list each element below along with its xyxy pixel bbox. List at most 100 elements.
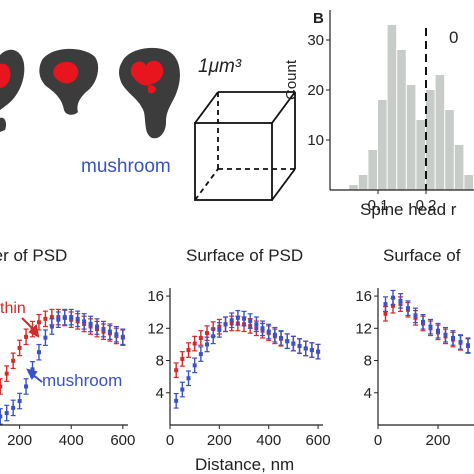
mushroom-point	[82, 319, 87, 324]
mushroom-point	[260, 326, 265, 331]
histogram-bar	[464, 175, 473, 190]
mushroom-point	[406, 306, 410, 311]
histogram-bar	[397, 50, 406, 190]
x-tick-label: 600	[110, 432, 135, 449]
mushroom-point	[309, 348, 314, 353]
histogram-chart: 10 20 30 0.1 0.2	[307, 10, 474, 214]
mushroom-point	[242, 316, 247, 321]
thin-point	[17, 345, 22, 350]
mushroom-point	[428, 324, 433, 329]
histogram-y-label: Count	[283, 59, 300, 100]
y-tick-label: 8	[364, 353, 372, 370]
center-psd-plot: 200 400 600	[0, 308, 135, 449]
histogram-bar	[368, 150, 377, 190]
histogram-bar	[358, 175, 368, 190]
mushroom-point	[198, 352, 203, 357]
mushroom-point	[186, 376, 191, 381]
plot-title-surface-3: Surface of	[383, 246, 461, 265]
thin-point	[391, 303, 395, 308]
histogram-y-tick-label: 20	[307, 82, 324, 99]
mushroom-point	[49, 324, 54, 329]
mushroom-point	[56, 317, 61, 322]
histogram-bar	[454, 145, 464, 190]
thin-point	[180, 356, 185, 361]
histogram-x-label: Spine head r	[360, 200, 457, 219]
mushroom-point	[62, 315, 67, 320]
histogram-bar	[406, 85, 416, 190]
spine-shape-2	[39, 48, 99, 115]
y-tick-label: 4	[364, 385, 372, 402]
thin-point	[383, 311, 388, 316]
histogram-x-tick-label: 0.1	[368, 197, 389, 214]
mushroom-point	[421, 319, 425, 324]
thin-point	[192, 341, 197, 346]
plot-title-center-psd: enter of PSD	[0, 246, 68, 265]
mushroom-point	[272, 332, 277, 337]
mushroom-point	[436, 328, 440, 333]
mushroom-point	[114, 332, 119, 337]
spine-shape-3	[119, 47, 180, 139]
mushroom-point	[229, 318, 234, 323]
mushroom-point	[235, 315, 240, 320]
thin-point	[186, 348, 191, 353]
mushroom-point	[223, 322, 228, 327]
mushroom-point	[279, 335, 284, 340]
y-tick-label: 12	[147, 320, 164, 337]
x-tick-label: 200	[7, 432, 32, 449]
histogram-bar	[416, 120, 425, 190]
plot-title-surface-psd: Surface of PSD	[186, 246, 304, 265]
mushroom-point	[95, 324, 100, 329]
mushroom-point	[266, 329, 271, 334]
histogram-bar	[435, 75, 445, 190]
y-tick-label: 16	[355, 288, 372, 305]
histogram-bar	[387, 25, 397, 190]
mushroom-point	[192, 363, 197, 368]
mushroom-point	[0, 414, 3, 419]
mushroom-point	[297, 344, 302, 349]
thin-point	[4, 371, 9, 376]
thin-point	[24, 334, 29, 339]
thin-point	[205, 331, 210, 336]
mushroom-point	[383, 302, 388, 307]
y-tick-label: 16	[147, 288, 164, 305]
mushroom-point	[248, 319, 253, 324]
mushroom-point	[17, 399, 22, 404]
histogram-bar	[445, 110, 454, 190]
thin-arrow-icon	[21, 317, 40, 338]
mushroom-point	[180, 387, 185, 392]
histogram-threshold-text: 0	[449, 28, 459, 47]
histogram-bar	[426, 90, 435, 190]
mushroom-point	[466, 343, 470, 348]
mushroom-point	[254, 322, 259, 327]
mushroom-point	[30, 367, 35, 372]
mushroom-arrow-icon	[26, 368, 43, 383]
mushroom-point	[443, 332, 448, 337]
y-tick-label: 12	[355, 320, 372, 337]
mushroom-point	[69, 315, 74, 320]
x-tick-label: 200	[207, 432, 232, 449]
y-tick-label: 8	[156, 353, 164, 370]
mushroom-point	[451, 335, 455, 340]
panel-label: B	[313, 10, 324, 27]
mushroom-point	[36, 350, 41, 355]
thin-point	[11, 358, 16, 363]
x-tick-label: 0	[166, 432, 174, 449]
histogram-bar	[349, 185, 358, 190]
mushroom-point	[217, 327, 222, 332]
thin-point	[36, 320, 41, 325]
mushroom-point	[43, 335, 48, 340]
mushroom-point	[205, 342, 210, 347]
x-tick-label: 400	[256, 432, 281, 449]
mushroom-point	[303, 346, 308, 351]
mushroom-point	[24, 384, 29, 389]
mushroom-point	[458, 339, 463, 344]
histogram-y-tick-label: 30	[307, 32, 324, 49]
mushroom-point	[391, 295, 395, 300]
x-tick-label: 400	[59, 432, 84, 449]
mushroom-point	[88, 321, 93, 326]
surface-psd-plot: 0 200 400 600 4 8 12 16	[147, 288, 331, 449]
mushroom-point	[4, 411, 9, 416]
cube-label: 1μm³	[198, 56, 242, 77]
mushroom-point	[11, 405, 16, 410]
surface-plot-3: 0 200 4 8 12 16	[355, 288, 474, 449]
